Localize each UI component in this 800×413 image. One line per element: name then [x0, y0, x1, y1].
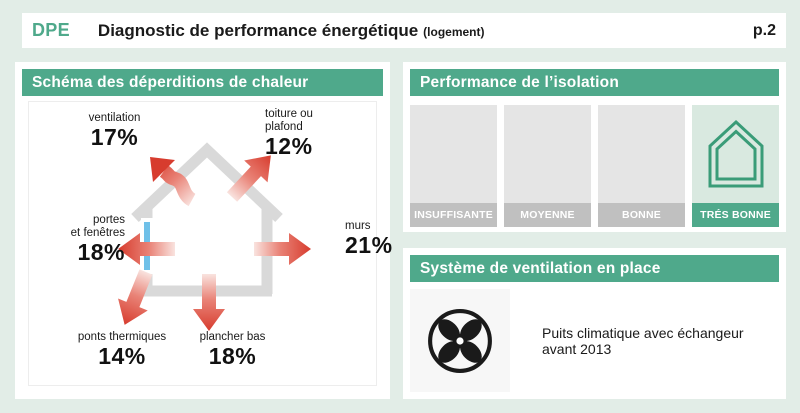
- heat-loss-value: 18%: [77, 239, 125, 266]
- insulation-level-label: BONNE: [598, 203, 685, 227]
- heat-loss-diagram: ventilation 17% toiture ou plafond 12% p…: [25, 101, 392, 386]
- insulation-level-label: INSUFFISANTE: [410, 203, 497, 227]
- insulation-title: Performance de l’isolation: [410, 69, 779, 96]
- ventilation-description: Puits climatique avec échangeur avant 20…: [542, 324, 744, 357]
- insulation-level-box: [598, 105, 685, 203]
- insulation-level-label: MOYENNE: [504, 203, 591, 227]
- fan-icon: [428, 308, 492, 373]
- insulation-level-insuffisante: INSUFFISANTE: [410, 105, 497, 227]
- heat-loss-title: Schéma des déperditions de chaleur: [22, 69, 383, 96]
- heat-loss-value: 21%: [345, 232, 393, 259]
- walls-arrow: [254, 233, 311, 265]
- insulation-level-label: TRÉS BONNE: [692, 203, 779, 227]
- doors-windows-arrow: [118, 233, 175, 265]
- insulation-level-box: [504, 105, 591, 203]
- heat-loss-item-floor: plancher bas 18%: [175, 331, 290, 368]
- house-schematic-graphic: [118, 142, 311, 331]
- heat-loss-value: 14%: [98, 343, 146, 370]
- heat-loss-label: plancher bas: [199, 331, 266, 343]
- heat-loss-label: ventilation: [88, 112, 141, 124]
- thermal-bridges-arrow: [118, 269, 153, 325]
- insulation-level-moyenne: MOYENNE: [504, 105, 591, 227]
- insulation-panel: Performance de l’isolation INSUFFISANTE …: [403, 62, 786, 232]
- insulation-level-bonne: BONNE: [598, 105, 685, 227]
- insulation-house-icon: [708, 119, 763, 188]
- heat-loss-label: ponts thermiques: [77, 331, 167, 343]
- heat-loss-label: portes et fenêtres: [70, 214, 125, 240]
- page-number: p.2: [752, 21, 776, 39]
- roof-arrow: [226, 155, 271, 202]
- heat-loss-label: murs: [345, 220, 371, 232]
- heat-loss-value: 12%: [265, 133, 313, 160]
- heat-loss-label: toiture ou plafond: [265, 108, 313, 134]
- page-title: Diagnostic de performance énergétique: [97, 20, 419, 40]
- ventilation-title: Système de ventilation en place: [410, 255, 779, 282]
- insulation-level-box: [410, 105, 497, 203]
- ventilation-content: Puits climatique avec échangeur avant 20…: [410, 289, 779, 392]
- heat-loss-item-roof: toiture ou plafond 12%: [265, 108, 375, 159]
- dpe-logo: DPE: [32, 20, 70, 40]
- heat-loss-item-thermal-bridges: ponts thermiques 14%: [43, 331, 201, 368]
- heat-loss-value: 17%: [90, 124, 139, 151]
- heat-loss-item-ventilation: ventilation 17%: [57, 112, 172, 149]
- header: DPE Diagnostic de performance énergétiqu…: [22, 13, 786, 48]
- insulation-level-box: [692, 105, 779, 203]
- page-subtitle: (logement): [423, 25, 485, 39]
- heat-loss-panel: Schéma des déperditions de chaleur: [15, 62, 392, 399]
- ventilation-arrow: [150, 157, 197, 207]
- insulation-levels: INSUFFISANTE MOYENNE BONNE TRÉS BONNE: [410, 105, 779, 227]
- heat-loss-item-walls: murs 21%: [345, 220, 415, 257]
- heat-loss-item-doors-windows: portes et fenêtres 18%: [25, 214, 125, 265]
- floor-arrow: [193, 274, 225, 331]
- fan-cell: [410, 289, 510, 392]
- insulation-level-tres-bonne: TRÉS BONNE: [692, 105, 779, 227]
- ventilation-panel: Système de ventilation en place Puits cl…: [403, 248, 786, 399]
- heat-loss-value: 18%: [208, 343, 257, 370]
